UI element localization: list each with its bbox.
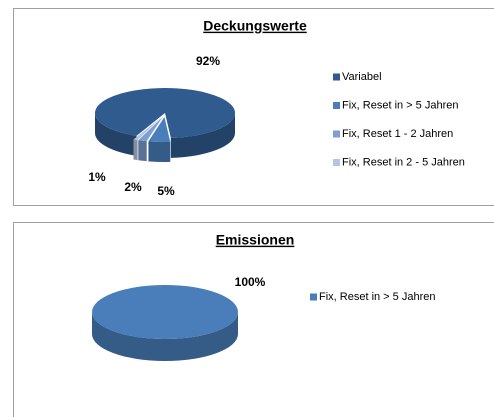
chart-panel xyxy=(13,222,494,417)
slice-top xyxy=(94,88,235,138)
slice-side xyxy=(95,113,137,156)
slice-side xyxy=(138,140,147,162)
pie-slice xyxy=(148,116,171,162)
slice-side xyxy=(133,139,138,161)
slice-side xyxy=(170,113,235,158)
legend-label: Fix, Reset in > 5 Jahren xyxy=(342,99,458,111)
chart-panel xyxy=(13,8,494,206)
slice-side xyxy=(148,141,171,162)
legend-label: Fix, Reset in > 5 Jahren xyxy=(319,291,435,303)
pie-slice xyxy=(94,88,235,158)
legend-swatch xyxy=(333,73,340,81)
slice-top xyxy=(148,116,171,142)
legend-label: Variabel xyxy=(342,71,382,83)
legend-swatch xyxy=(310,293,317,301)
data-label: 5% xyxy=(157,184,175,198)
slice-top xyxy=(133,116,162,141)
data-label: 1% xyxy=(88,170,106,184)
chart-title: Deckungswerte xyxy=(203,18,307,34)
data-label: 92% xyxy=(196,54,220,68)
data-label: 2% xyxy=(124,180,142,194)
chart-title: Emissionen xyxy=(216,232,295,248)
legend-label: Fix, Reset 1 - 2 Jahren xyxy=(342,128,453,140)
slice-side xyxy=(92,312,238,361)
legend-swatch xyxy=(333,159,340,166)
legend-label: Fix, Reset in 2 - 5 Jahren xyxy=(342,156,465,168)
pie-slice xyxy=(133,116,162,161)
data-label: 100% xyxy=(235,275,266,289)
slice-top xyxy=(138,116,163,142)
slice-top xyxy=(92,285,238,339)
pie-slice xyxy=(92,285,238,361)
pie-slice xyxy=(138,116,163,162)
legend-swatch xyxy=(333,102,340,109)
legend-swatch xyxy=(333,130,340,138)
